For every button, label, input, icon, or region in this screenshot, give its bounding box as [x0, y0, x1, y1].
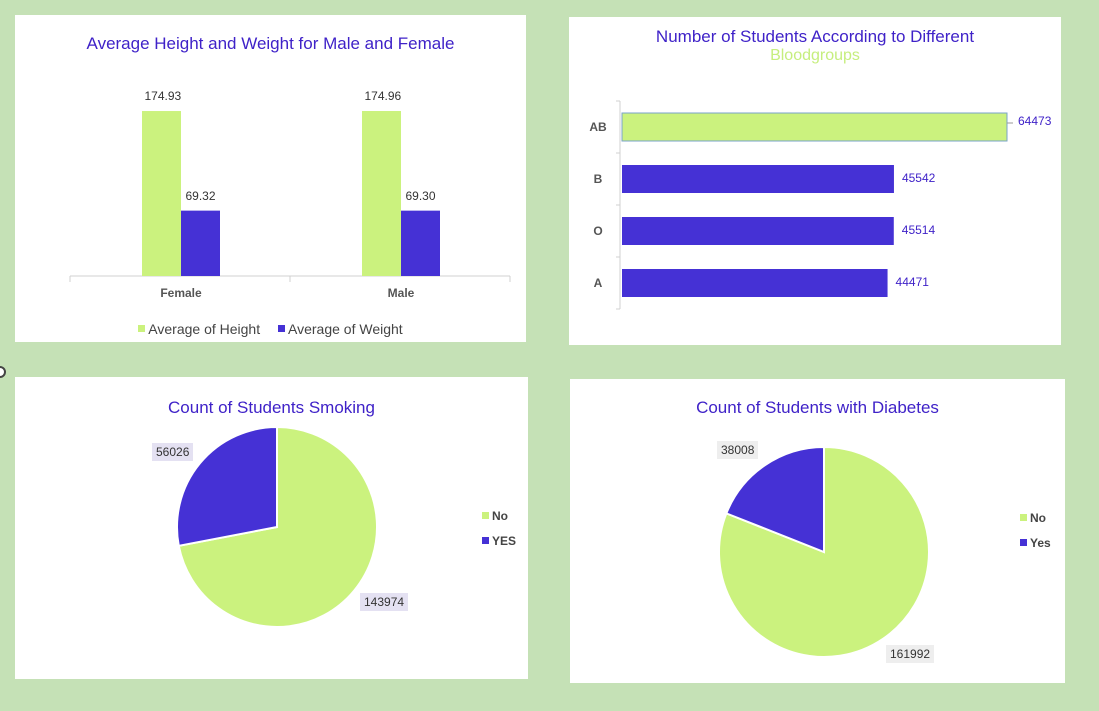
bloodgroup-chart [616, 100, 1013, 310]
legend-swatch-icon [138, 325, 146, 332]
data-label: 174.93 [144, 89, 182, 104]
legend-swatch-icon [1020, 514, 1027, 521]
y-tick-label: A [593, 276, 603, 290]
data-label-no: 161992 [886, 645, 935, 663]
legend-label: No [1030, 510, 1046, 525]
y-tick-label: O [593, 224, 603, 238]
legend-label: YES [492, 533, 517, 548]
chart-title: Count of Students with Diabetes [696, 398, 939, 417]
bar-female-weight [181, 210, 220, 276]
legend-item-height: Average of Height [138, 321, 260, 337]
chart-legend: No YES [482, 503, 516, 553]
data-label: 174.96 [364, 89, 402, 103]
diabetes-chart-panel[interactable]: Count of Students with Diabetes 38008 16… [570, 379, 1065, 683]
data-label-yes: 38008 [717, 441, 759, 459]
chart-subtitle: Bloodgroups [770, 47, 860, 64]
data-label: 69.30 [405, 188, 436, 203]
legend-label: Average of Height [148, 320, 261, 337]
data-label: 45514 [901, 223, 936, 237]
data-label: 45542 [901, 171, 936, 185]
data-label-yes: 56026 [152, 443, 194, 461]
legend-item-no: No [482, 503, 516, 528]
chart-title: Count of Students Smoking [168, 398, 375, 417]
data-label-no: 143974 [360, 593, 409, 611]
legend-label: Yes [1030, 535, 1051, 550]
legend-swatch-icon [1020, 539, 1027, 546]
data-label: 69.32 [185, 188, 216, 203]
legend-label: Average of Weight [288, 320, 403, 337]
smoking-pie-chart [176, 425, 378, 628]
y-tick-label: AB [589, 120, 607, 134]
bar-male-weight [401, 210, 440, 276]
pie-slice-yes [176, 425, 278, 547]
legend-swatch-icon [482, 512, 489, 519]
bar-a [622, 269, 888, 297]
resize-handle[interactable] [0, 366, 6, 378]
pie-slice-yes [725, 445, 825, 554]
x-tick-label: Female [160, 286, 202, 300]
data-label: 64473 [1018, 114, 1052, 128]
y-tick-label: B [593, 172, 603, 186]
chart-legend: Average of Height Average of Weight [15, 319, 526, 337]
height-weight-chart [69, 111, 511, 282]
legend-label: No [492, 508, 508, 523]
diabetes-pie-chart [718, 445, 930, 658]
bar-ab [621, 112, 1008, 142]
data-label: 44471 [895, 275, 929, 289]
chart-legend: No Yes [1020, 505, 1051, 555]
bloodgroup-chart-panel[interactable]: Number of Students According to Differen… [569, 17, 1061, 345]
legend-item-yes: YES [482, 528, 516, 553]
chart-title: Average Height and Weight for Male and F… [86, 34, 455, 53]
chart-title: Number of Students According to Differen… [655, 27, 975, 46]
height-weight-chart-panel[interactable]: Average Height and Weight for Male and F… [15, 15, 526, 342]
bar-female-height [142, 111, 181, 276]
smoking-chart-panel[interactable]: Count of Students Smoking 56026 143974 N… [15, 377, 528, 679]
legend-item-yes: Yes [1020, 530, 1051, 555]
bar-o [622, 217, 894, 245]
x-tick-label: Male [387, 286, 415, 300]
legend-item-no: No [1020, 505, 1051, 530]
legend-item-weight: Average of Weight [278, 321, 403, 337]
legend-swatch-icon [482, 537, 489, 544]
legend-swatch-icon [278, 325, 286, 332]
bar-b [622, 165, 894, 193]
bar-male-height [362, 111, 401, 276]
